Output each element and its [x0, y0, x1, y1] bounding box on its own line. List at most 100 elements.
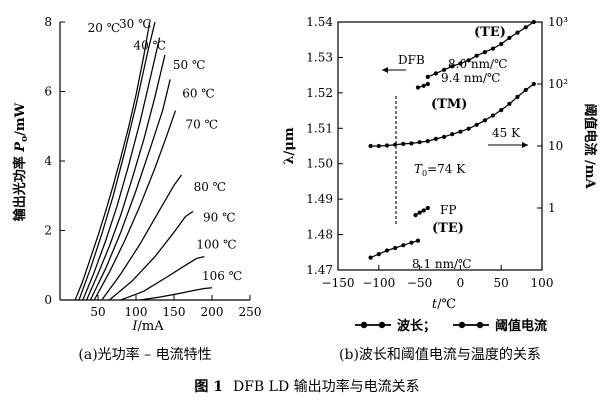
annotation-rate-9-4: 9.4 nm/℃ [441, 71, 500, 85]
chart-a-y-label: 输出光功率 Po/mW [12, 102, 30, 221]
chart-b-point-threshold-current [376, 143, 381, 149]
chart-b-point-threshold-current [531, 81, 536, 87]
chart-b-x-label-unit: /℃ [437, 297, 456, 312]
k45-arrow [488, 142, 528, 148]
chart-a-series-label: 50 ℃ [173, 58, 206, 72]
chart-b-point-wavelength-te [466, 58, 471, 63]
chart-b-point-wavelength-tm [415, 85, 421, 90]
annotation-dfb: DFB [398, 53, 425, 67]
chart-a-y-tick-label: 8 [44, 15, 52, 29]
chart-a-curve-20 [74, 21, 151, 301]
chart-b-point-threshold-current [515, 94, 520, 99]
chart-a-y-label-sub: o [20, 136, 30, 142]
chart-b-point-threshold-current [450, 132, 455, 137]
chart-b-y-tick-label: 1.54 [306, 15, 333, 29]
figure-title: DFB LD 输出功率与电流关系 [233, 378, 420, 395]
chart-b-point-threshold-current [425, 139, 430, 144]
annotation-t0-var: T [414, 162, 423, 176]
chart-b-point-threshold-current [499, 108, 504, 113]
caption-b: (b)波长和阈值电流与温度的关系 [339, 347, 541, 363]
chart-b-point-wavelength-te [442, 67, 447, 72]
chart-b-x-tick-label: −150 [322, 276, 355, 290]
chart-a-curve-60 [89, 79, 171, 301]
chart-a-curves [74, 21, 213, 301]
chart-b-line-wavelength-fp-te-upper [415, 207, 429, 216]
chart-b-point-threshold-current [409, 141, 414, 146]
chart-b-x-label-var: t [432, 297, 438, 312]
chart-b-legend: 波长； 阈值电流 [355, 318, 547, 334]
chart-b-point-threshold-current [433, 136, 438, 141]
chart-a-y-label-main: 输出光功率 [12, 152, 28, 222]
chart-b-y-tick-label: 1.52 [306, 86, 333, 100]
chart-b-point-threshold-current [393, 142, 398, 147]
chart-b-point-wavelength-fp-te [368, 255, 373, 260]
chart-b-point-threshold-current [417, 140, 422, 145]
chart-a: 20 ℃30 ℃ 40 ℃ 50 ℃ 60 ℃ 70 ℃ 80 ℃ 90 ℃ 100 ℃ 106… [12, 15, 261, 334]
chart-b-point-wavelength-te [450, 64, 455, 69]
chart-b-point-threshold-current [368, 143, 373, 149]
legend-item-wavelength: 波长； [355, 318, 436, 334]
chart-a-x-tick-label: 50 [90, 305, 105, 319]
chart-b-y-tick-label: 1.51 [306, 121, 333, 135]
chart-b-point-wavelength-te [499, 41, 504, 47]
chart-b-point-wavelength-te [531, 19, 536, 25]
chart-b-y-tick-label: 1.53 [306, 50, 333, 64]
chart-a-curve-70 [93, 110, 177, 301]
dfb-arrow [382, 67, 406, 73]
annotation-rate-8-1: 8.1 nm/℃ [412, 257, 471, 271]
svg-text:输出光功率 Po/mW: 输出光功率 Po/mW [12, 102, 30, 221]
chart-b-point-wavelength-fp-te [409, 240, 414, 245]
chart-b-point-threshold-current [507, 101, 512, 106]
chart-b-point-threshold-current [384, 143, 390, 148]
chart-a-ticks: 50 100 150 200 250 0 2 4 6 8 [44, 15, 261, 319]
chart-a-x-label: I/mA [131, 319, 164, 334]
chart-b-point-wavelength-te [458, 61, 463, 66]
chart-b: −150 −100 −50 0 50 1001.471.481.491.501.511.5… [282, 15, 598, 334]
chart-b-point-wavelength-fp-te [401, 243, 406, 248]
chart-a-x-label-var: I [131, 319, 138, 334]
annotation-fp: FP [440, 203, 456, 217]
chart-b-point-wavelength-te [425, 74, 430, 79]
chart-a-series-label: 106 ℃ [202, 269, 242, 283]
annotation-te-top: (TE) [474, 25, 506, 40]
chart-b-point-wavelength-te [482, 50, 487, 55]
chart-b-right-y-label: 阈值电流 /mA [582, 103, 598, 189]
chart-a-series-label: 20 ℃ [88, 21, 121, 35]
chart-b-x-tick-label: 50 [494, 276, 509, 290]
chart-b-point-wavelength-fp-te [415, 238, 421, 243]
chart-a-series-label: 30 ℃ [119, 17, 152, 31]
chart-a-curve-80 [101, 174, 183, 301]
chart-b-point-wavelength-te [507, 35, 512, 41]
chart-a-y-tick-label: 6 [44, 85, 52, 99]
chart-b-point-wavelength-tm [421, 83, 426, 88]
legend-label-wavelength: 波长； [397, 318, 436, 334]
chart-b-point-wavelength-fp-te [376, 252, 381, 257]
chart-a-curve-50 [86, 54, 166, 301]
chart-a-series-label: 40 ℃ [134, 39, 167, 53]
chart-b-point-wavelength-fp-te [384, 248, 390, 253]
chart-b-y-tick-label: 1.48 [306, 228, 333, 242]
chart-b-y-tick-label: 1.50 [306, 157, 333, 171]
chart-a-x-tick-label: 200 [201, 305, 224, 319]
chart-b-point-wavelength-fp-te-upper [421, 208, 426, 213]
chart-a-x-tick-label: 250 [239, 305, 262, 319]
chart-a-x-tick-label: 150 [163, 305, 186, 319]
chart-b-point-threshold-current [458, 129, 463, 134]
chart-b-point-wavelength-te [433, 71, 438, 76]
chart-b-right-tick-label: 10 [548, 139, 563, 153]
chart-a-y-label-unit: /mW [13, 102, 28, 136]
figure-label: 图 1 [194, 379, 223, 395]
chart-b-point-threshold-current [490, 113, 496, 118]
chart-b-point-threshold-current [401, 141, 406, 146]
annotation-t0-sub: 0 [422, 169, 427, 178]
caption-a: (a)光功率 – 电流特性 [78, 346, 211, 363]
chart-b-point-threshold-current [523, 87, 528, 93]
annotation-t0-rest: =74 K [427, 162, 466, 176]
chart-b-point-threshold-current [482, 118, 487, 123]
chart-a-x-label-unit: /mA [138, 319, 165, 334]
chart-b-point-threshold-current [442, 134, 447, 139]
chart-b-ticks: −150 −100 −50 0 50 1001.471.481.491.501.511.5… [306, 15, 568, 290]
chart-b-x-tick-label: 0 [457, 276, 465, 290]
chart-b-x-label: t/℃ [432, 297, 456, 312]
